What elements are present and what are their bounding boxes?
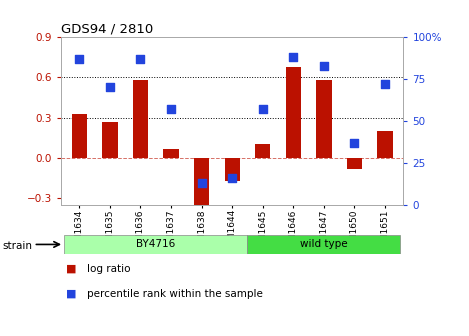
Bar — [316, 80, 332, 158]
Point — [76, 56, 83, 61]
FancyBboxPatch shape — [64, 235, 248, 254]
Bar — [286, 67, 301, 158]
Bar — [378, 131, 393, 158]
Point — [289, 54, 297, 60]
Bar — [133, 80, 148, 158]
Point — [136, 56, 144, 61]
Text: log ratio: log ratio — [87, 264, 130, 274]
Point — [259, 107, 266, 112]
Point — [381, 81, 389, 87]
Text: BY4716: BY4716 — [136, 240, 175, 249]
Bar — [225, 158, 240, 181]
Bar — [163, 149, 179, 158]
Text: GDS94 / 2810: GDS94 / 2810 — [61, 23, 153, 36]
Bar — [194, 158, 209, 205]
FancyBboxPatch shape — [248, 235, 400, 254]
Text: percentile rank within the sample: percentile rank within the sample — [87, 289, 263, 299]
Bar — [72, 114, 87, 158]
Bar — [255, 144, 270, 158]
Text: ■: ■ — [66, 264, 76, 274]
Point — [198, 180, 205, 186]
Point — [106, 85, 113, 90]
Point — [167, 107, 175, 112]
Point — [228, 175, 236, 181]
Point — [351, 140, 358, 145]
Text: wild type: wild type — [300, 240, 348, 249]
Point — [320, 63, 328, 68]
Text: strain: strain — [2, 241, 32, 251]
Bar — [347, 158, 362, 169]
Bar — [102, 122, 118, 158]
Text: ■: ■ — [66, 289, 76, 299]
